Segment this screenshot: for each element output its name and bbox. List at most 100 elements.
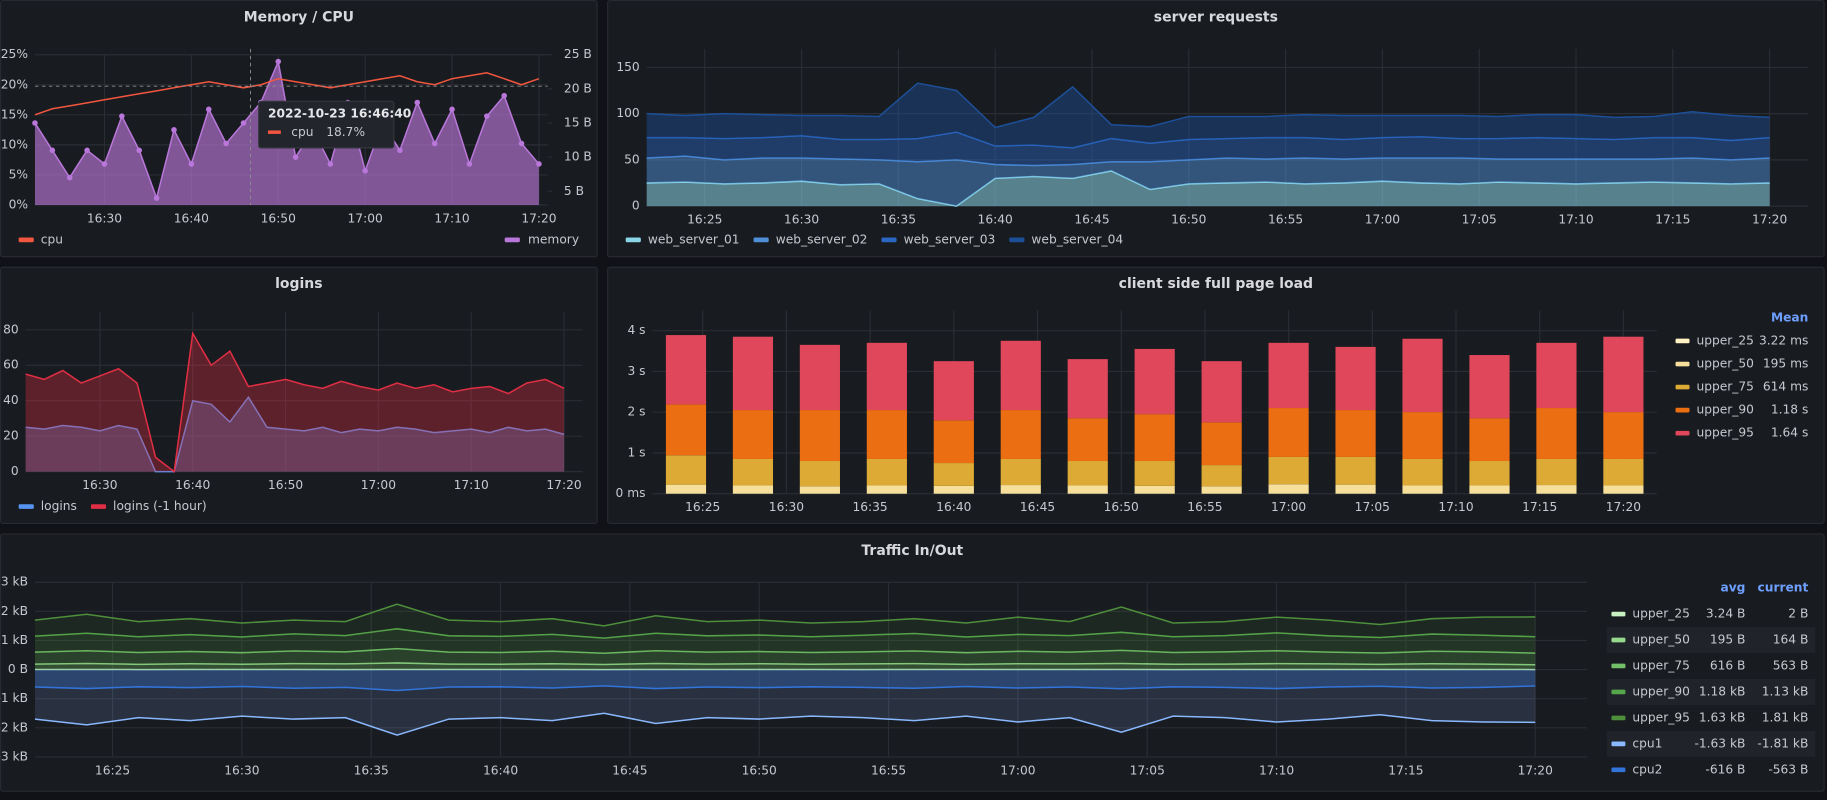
legend-value: 1.63 kB <box>1699 710 1746 724</box>
y2-tick-label: 20 B <box>564 81 592 95</box>
legend-header: Mean <box>1771 310 1808 324</box>
bar-segment <box>665 455 707 485</box>
panel-title: Memory / CPU <box>244 9 354 25</box>
x-tick-label: 16:25 <box>685 500 720 514</box>
series-point <box>431 140 438 147</box>
series-line <box>34 628 1536 639</box>
legend-marker <box>1611 767 1626 773</box>
x-tick-label: 17:10 <box>454 478 489 492</box>
series-line <box>34 603 1536 627</box>
x-tick-label: 16:25 <box>687 213 722 227</box>
bar-segment <box>1402 458 1443 486</box>
y-tick-label: 0 ms <box>616 486 646 500</box>
y-tick-label: 2 s <box>627 405 645 419</box>
legend-value: 614 ms <box>1763 380 1808 394</box>
legend-value: 1.13 kB <box>1762 684 1809 698</box>
series-point <box>501 92 507 99</box>
y-tick-label: 25% <box>1 47 28 61</box>
legend-marker <box>1675 338 1690 344</box>
x-tick-label: 16:45 <box>1020 500 1055 514</box>
x-tick-label: 16:35 <box>881 213 916 227</box>
bar-segment <box>1603 336 1644 413</box>
bar-segment <box>1603 412 1644 459</box>
bar-segment <box>1268 342 1309 409</box>
series-point <box>66 174 73 181</box>
x-tick-label: 16:30 <box>784 213 819 227</box>
bar-segment <box>1201 361 1242 423</box>
bar-segment <box>1335 346 1376 411</box>
legend-value: 1.64 s <box>1771 426 1808 440</box>
bar-segment <box>1335 410 1376 457</box>
series-point <box>101 161 108 167</box>
x-tick-label: 17:20 <box>1752 213 1787 227</box>
y-tick-label: 40 <box>3 393 19 407</box>
panel <box>0 533 1825 792</box>
x-tick-label: 17:00 <box>1000 763 1035 777</box>
series-point <box>84 147 90 154</box>
bar-segment <box>933 485 974 494</box>
bar-segment <box>866 342 907 411</box>
series-line <box>25 395 565 473</box>
x-tick-label: 16:50 <box>1171 213 1206 227</box>
y-tick-label: 10% <box>1 137 28 151</box>
legend-value: 1.18 s <box>1771 403 1808 417</box>
x-tick-label: 16:45 <box>612 763 647 777</box>
legend-label: upper_95 <box>1697 426 1754 440</box>
bar-segment <box>1201 465 1242 487</box>
series-line <box>646 131 1770 149</box>
legend-value: 3.22 ms <box>1759 333 1808 347</box>
bar-segment <box>1134 414 1175 462</box>
bar-segment <box>1536 342 1577 409</box>
legend-label: logins (-1 hour) <box>113 499 207 513</box>
legend-marker <box>1675 384 1690 390</box>
x-tick-label: 16:50 <box>742 763 777 777</box>
y-tick-label: 0% <box>9 197 28 211</box>
series-line <box>646 170 1770 207</box>
bar-segment <box>1134 461 1175 486</box>
legend-row <box>1606 730 1816 757</box>
series-point <box>32 120 38 126</box>
series-area <box>34 669 1536 736</box>
legend-marker <box>1675 361 1690 367</box>
bar-segment <box>1268 484 1309 494</box>
series-area <box>646 156 1770 207</box>
bar-segment <box>1067 418 1108 462</box>
x-tick-label: 17:10 <box>1259 763 1294 777</box>
legend-label: upper_95 <box>1632 710 1689 724</box>
legend-label: upper_50 <box>1632 633 1689 647</box>
x-tick-label: 17:15 <box>1655 213 1690 227</box>
x-tick-label: 17:05 <box>1355 500 1390 514</box>
panel-title: logins <box>275 276 322 292</box>
panel-title: client side full page load <box>1119 276 1313 292</box>
bar-segment <box>866 458 907 486</box>
legend-marker <box>625 237 641 243</box>
x-tick-label: 16:40 <box>175 478 210 492</box>
legend-marker <box>1611 715 1626 721</box>
legend-marker <box>753 237 769 243</box>
bar-segment <box>866 485 907 494</box>
legend-value: 195 B <box>1710 633 1746 647</box>
x-tick-label: 17:20 <box>521 211 556 225</box>
legend-marker <box>18 237 34 243</box>
bar-segment <box>732 336 774 411</box>
bar-segment <box>1201 486 1242 494</box>
series-point <box>484 113 490 119</box>
legend-label: upper_75 <box>1632 658 1689 672</box>
x-tick-label: 17:15 <box>1388 763 1423 777</box>
bar-segment <box>933 361 974 421</box>
series-point <box>119 113 125 119</box>
x-tick-label: 17:00 <box>1271 500 1306 514</box>
bar-segment <box>1469 355 1510 419</box>
y2-tick-label: 10 B <box>564 150 592 164</box>
y-tick-label: 3 kB <box>1 575 28 589</box>
legend-marker <box>1675 430 1690 436</box>
x-tick-label: 17:15 <box>1522 500 1557 514</box>
bar-segment <box>665 404 707 456</box>
bar-segment <box>799 486 840 494</box>
bar-segment <box>1000 410 1041 459</box>
series-point <box>240 120 247 126</box>
series-point <box>466 161 473 167</box>
y-tick-label: 4 s <box>627 323 645 337</box>
legend-label: cpu <box>41 232 63 246</box>
